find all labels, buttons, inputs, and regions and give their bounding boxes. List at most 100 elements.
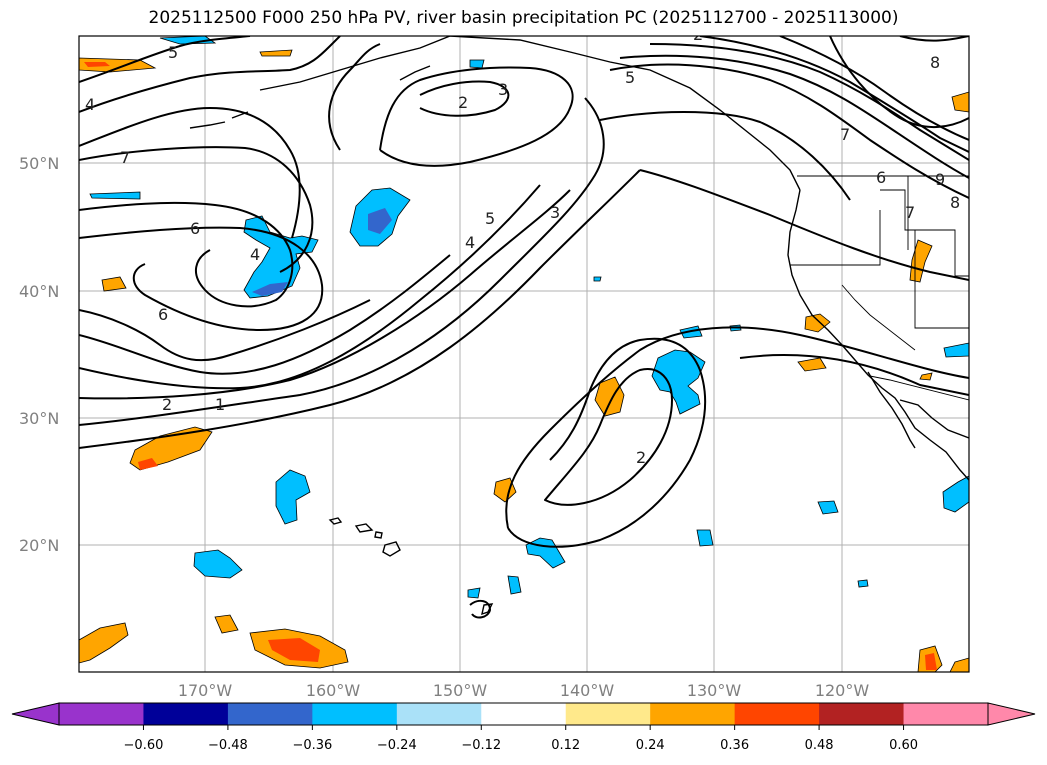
colorbar-segment: [734, 703, 820, 725]
precip-negative-region: [193, 549, 243, 579]
colorbar-tick-label: −0.36: [292, 738, 332, 753]
contour-label: 2: [458, 93, 468, 112]
contour-label: 5: [168, 43, 178, 62]
lat-label: 20°N: [19, 536, 59, 555]
contour-label: 4: [85, 95, 95, 114]
colorbar-under-arrow: [11, 702, 60, 726]
contour-label: 7: [840, 125, 850, 144]
pv-contours: [79, 36, 969, 619]
colorbar-segment: [481, 703, 567, 725]
latitude-labels: 50°N 40°N 30°N 20°N: [19, 154, 59, 555]
pv-contour: [79, 226, 324, 331]
precip-positive-region: [919, 372, 933, 381]
pv-contour: [79, 169, 641, 449]
colorbar-segment: [650, 703, 736, 725]
pv-contour: [79, 107, 301, 239]
contour-label: 2: [693, 25, 703, 44]
precip-positive-region: [951, 91, 969, 113]
pv-contour: [79, 254, 451, 375]
contour-label: 5: [625, 68, 635, 87]
pv-contour: [79, 299, 371, 362]
precip-negative-core: [252, 282, 288, 296]
colorbar-tick-label: −0.48: [208, 738, 248, 753]
colorbar-segment: [819, 703, 905, 725]
colorbar-segment: [312, 703, 398, 725]
pv-contour: [79, 201, 294, 308]
contour-label: 6: [158, 305, 168, 324]
precip-positive-region: [949, 657, 969, 672]
pv-contour: [739, 354, 969, 396]
colorbar-frame: [58, 702, 989, 726]
precip-negative-region: [942, 475, 969, 513]
precip-negative-region: [89, 191, 141, 200]
precip-positive-region: [594, 376, 625, 417]
contour-label: 2: [162, 395, 172, 414]
contour-label: 8: [950, 193, 960, 212]
pv-contour: [419, 80, 510, 117]
precip-positive-region: [909, 239, 933, 283]
contour-labels: 5 4 7 6 4 6 2 1 2 3 5 3 4 5 2 7 6 9 8 7 …: [85, 25, 960, 467]
pv-contour: [505, 326, 969, 529]
map-title: 2025112500 F000 250 hPa PV, river basin …: [148, 8, 899, 28]
colorbar: −0.60 −0.48 −0.36 −0.24 −0.12 0.12 0.24 0.36 0.4…: [11, 702, 1036, 753]
pv-contour: [79, 189, 571, 400]
pv-contour: [79, 97, 605, 426]
pv-contour: [79, 36, 341, 113]
lat-label: 50°N: [19, 154, 59, 173]
contour-label: 2: [636, 448, 646, 467]
colorbar-tick-label: −0.24: [377, 738, 417, 753]
precip-negative-region: [243, 215, 319, 299]
contour-label: 9: [935, 170, 945, 189]
precip-positive-region: [797, 357, 827, 372]
contour-label: 3: [498, 80, 508, 99]
lon-label: 120°W: [815, 681, 870, 700]
pv-contour: [599, 111, 851, 201]
contour-label: 7: [905, 203, 915, 222]
colorbar-segment: [903, 703, 989, 725]
pv-contour: [829, 36, 969, 129]
map-frame: [78, 35, 970, 673]
lon-label: 160°W: [306, 681, 361, 700]
pv-contour: [79, 146, 314, 273]
contour-label: 6: [190, 219, 200, 238]
precip-fields: [79, 36, 969, 672]
precip-negative-core: [368, 208, 392, 234]
colorbar-over-arrow: [987, 702, 1036, 726]
precip-positive-core: [925, 653, 937, 670]
contour-label: 5: [485, 209, 495, 228]
precip-negative-region: [943, 342, 969, 358]
colorbar-tick-label: 0.60: [889, 738, 918, 753]
longitude-labels: 170°W 160°W 150°W 140°W 130°W 120°W: [178, 681, 870, 700]
contour-label: 6: [876, 168, 886, 187]
pv-contour: [639, 169, 969, 281]
precip-negative-region: [817, 500, 839, 515]
pv-contour: [79, 36, 251, 83]
precip-negative-region: [275, 469, 311, 525]
lon-label: 140°W: [560, 681, 615, 700]
colorbar-segment: [565, 703, 651, 725]
contour-label: 1: [215, 395, 225, 414]
pv-contour: [649, 43, 969, 161]
pv-contour: [507, 337, 707, 548]
precip-negative-region: [696, 529, 714, 547]
contour-label: 3: [550, 203, 560, 222]
contour-label: 4: [465, 233, 475, 252]
precip-positive-region: [101, 276, 127, 292]
lat-label: 40°N: [19, 282, 59, 301]
precip-positive-core: [138, 458, 158, 470]
precip-negative-region: [467, 587, 481, 599]
pv-contour: [379, 66, 574, 167]
colorbar-tick-label: −0.12: [461, 738, 501, 753]
precip-negative-region: [651, 349, 706, 415]
precip-negative-region: [593, 276, 602, 282]
colorbar-segment: [396, 703, 482, 725]
pv-contour: [899, 36, 969, 42]
lat-label: 30°N: [19, 409, 59, 428]
colorbar-tick-label: 0.12: [551, 738, 580, 753]
colorbar-tick-label: 0.24: [636, 738, 665, 753]
precip-positive-region: [79, 622, 129, 664]
pv-contour: [609, 63, 969, 199]
lon-label: 150°W: [433, 681, 488, 700]
political-borders: [790, 175, 969, 401]
